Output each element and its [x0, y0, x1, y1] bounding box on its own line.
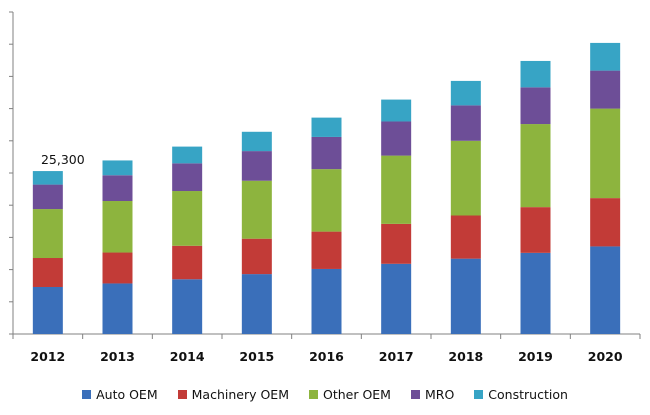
bar-segment-mro	[450, 105, 481, 141]
bar-segment-mro	[520, 87, 551, 125]
bar-segment-auto-oem	[381, 263, 412, 334]
legend-swatch	[82, 389, 92, 399]
chart-bars	[32, 42, 621, 334]
bar-segment-mro	[102, 175, 133, 202]
legend-swatch	[474, 389, 484, 399]
bar-segment-machinery-oem	[172, 245, 203, 280]
bar-segment-machinery-oem	[450, 215, 481, 259]
bar-segment-mro	[311, 136, 342, 170]
bar-segment-machinery-oem	[32, 258, 63, 287]
x-tick-label: 2015	[239, 349, 274, 364]
bar-segment-auto-oem	[520, 252, 551, 334]
bar-segment-machinery-oem	[520, 207, 551, 253]
bar-segment-machinery-oem	[241, 238, 272, 275]
bar-segment-mro	[32, 184, 63, 210]
bar-segment-mro	[241, 151, 272, 181]
bar-segment-other-oem	[520, 124, 551, 208]
bar-segment-construction	[241, 131, 272, 152]
bar-segment-machinery-oem	[590, 198, 621, 247]
legend-label: Construction	[488, 386, 568, 402]
legend-item: Other OEM	[308, 386, 391, 402]
legend-label: Auto OEM	[96, 386, 158, 402]
chart-labels: 2012 2013 2014 2015 2016 2017 2018 2019 2020 25,3…	[30, 152, 622, 364]
bar-segment-auto-oem	[32, 286, 63, 334]
bar-segment-machinery-oem	[381, 223, 412, 264]
bar-segment-construction	[172, 146, 203, 164]
legend-swatch	[308, 389, 318, 399]
bar-segment-other-oem	[32, 209, 63, 259]
bar-segment-auto-oem	[172, 279, 203, 334]
bar-segment-construction	[311, 117, 342, 137]
bar-segment-other-oem	[241, 180, 272, 239]
legend-item: Machinery OEM	[177, 386, 289, 402]
bar-segment-construction	[32, 171, 63, 185]
data-label: 25,300	[41, 152, 85, 167]
stacked-bar-chart: 2012 2013 2014 2015 2016 2017 2018 2019 2020 25,3…	[9, 11, 641, 364]
bar-segment-construction	[590, 42, 621, 71]
x-tick-label: 2016	[309, 349, 344, 364]
legend-swatch	[410, 389, 420, 399]
chart-legend: Auto OEM Machinery OEM Other OEM MRO Constru…	[0, 384, 650, 404]
x-tick-label: 2019	[518, 349, 553, 364]
legend-item: MRO	[410, 386, 455, 402]
legend-label: Other OEM	[322, 386, 391, 402]
bar-segment-other-oem	[311, 169, 342, 232]
bar-segment-mro	[381, 121, 412, 156]
legend-swatch	[177, 389, 187, 399]
bar-segment-other-oem	[102, 201, 133, 253]
legend-item: Auto OEM	[82, 387, 158, 402]
bar-segment-mro	[590, 70, 621, 109]
bar-segment-construction	[102, 160, 133, 176]
bar-segment-machinery-oem	[102, 252, 133, 284]
x-tick-label: 2017	[379, 349, 414, 364]
legend-label: Machinery OEM	[191, 386, 289, 402]
bar-segment-mro	[172, 163, 203, 192]
bar-segment-other-oem	[172, 191, 203, 246]
x-tick-label: 2014	[170, 349, 205, 364]
bar-segment-machinery-oem	[311, 231, 342, 269]
bar-segment-other-oem	[590, 108, 621, 199]
bar-segment-other-oem	[381, 155, 412, 224]
bar-segment-construction	[381, 99, 412, 122]
legend-label: MRO	[424, 386, 455, 402]
bar-segment-construction	[450, 80, 481, 106]
bar-segment-construction	[520, 60, 551, 88]
x-tick-label: 2020	[588, 349, 623, 364]
legend-item: Construction	[474, 387, 568, 402]
x-tick-label: 2012	[30, 349, 65, 364]
x-tick-label: 2013	[100, 349, 135, 364]
bar-segment-auto-oem	[450, 258, 481, 334]
x-tick-label: 2018	[448, 349, 483, 364]
bar-segment-auto-oem	[102, 283, 133, 334]
bar-segment-auto-oem	[590, 246, 621, 334]
bar-segment-auto-oem	[311, 268, 342, 334]
bar-segment-other-oem	[450, 140, 481, 216]
bar-segment-auto-oem	[241, 274, 272, 334]
